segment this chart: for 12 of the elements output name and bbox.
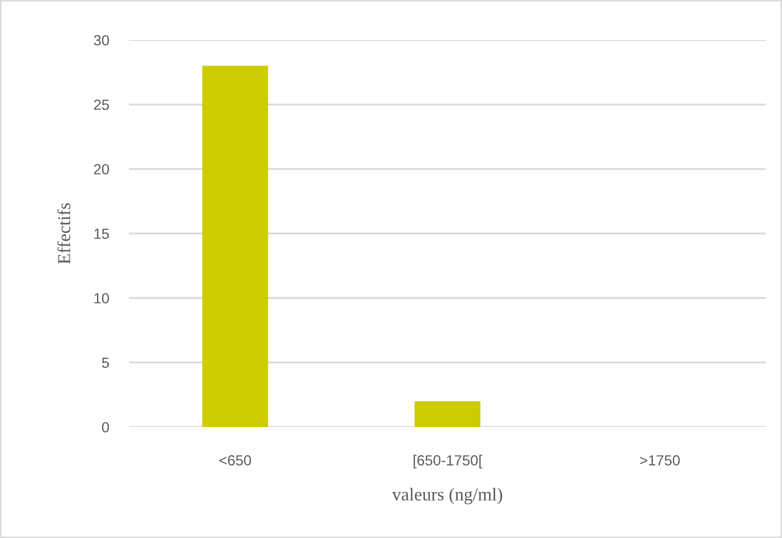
x-axis-title: valeurs (ng/ml) [392,488,502,504]
x-tick-label: <650 [219,455,252,466]
x-tick-label: [650-1750[ [414,454,482,468]
y-axis-title: Effectifs [57,203,70,264]
y-tick-label: 25 [94,100,109,110]
y-tick-label: 20 [94,164,109,174]
y-tick-label: 0 [102,422,109,432]
y-tick-label: 5 [102,358,109,368]
y-tick-label: 10 [94,293,109,304]
y-tick-label: 15 [94,228,109,239]
x-tick-label: >1750 [640,455,680,466]
y-tick-label: 30 [94,35,109,46]
